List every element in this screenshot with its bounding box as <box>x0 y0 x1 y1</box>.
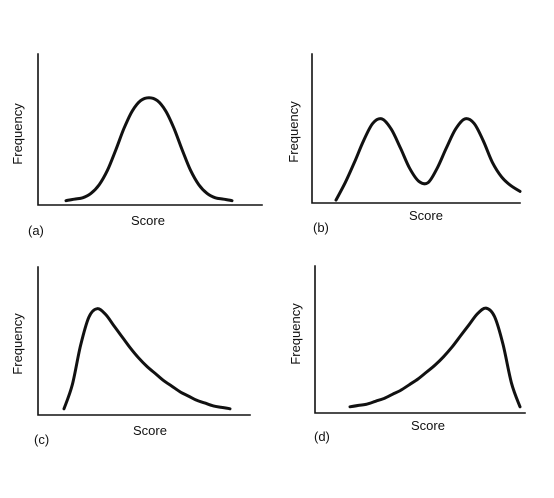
panel-label-c: (c) <box>34 432 49 447</box>
panel-label-a: (a) <box>28 223 44 238</box>
axes-b <box>311 53 521 204</box>
panel-d: Frequency Score (d) <box>288 265 526 444</box>
curve-c <box>62 307 232 411</box>
xlabel-b: Score <box>409 208 443 223</box>
panel-a: Frequency Score (a) <box>10 53 263 238</box>
panel-label-d: (d) <box>314 429 330 444</box>
ylabel-c: Frequency <box>10 313 25 375</box>
axes-d <box>314 265 526 414</box>
panel-label-b: (b) <box>313 220 329 235</box>
xlabel-a: Score <box>131 213 165 228</box>
ylabel-d: Frequency <box>288 303 303 365</box>
xlabel-d: Score <box>411 418 445 433</box>
axes-a <box>37 53 263 206</box>
xlabel-c: Score <box>133 423 167 438</box>
curve-b <box>334 117 522 202</box>
panel-c: Frequency Score (c) <box>10 266 251 447</box>
axes-c <box>37 266 251 416</box>
panel-b: Frequency Score (b) <box>286 53 522 235</box>
ylabel-b: Frequency <box>286 101 301 163</box>
ylabel-a: Frequency <box>10 103 25 165</box>
curve-d <box>348 306 522 409</box>
curve-a <box>64 96 234 203</box>
